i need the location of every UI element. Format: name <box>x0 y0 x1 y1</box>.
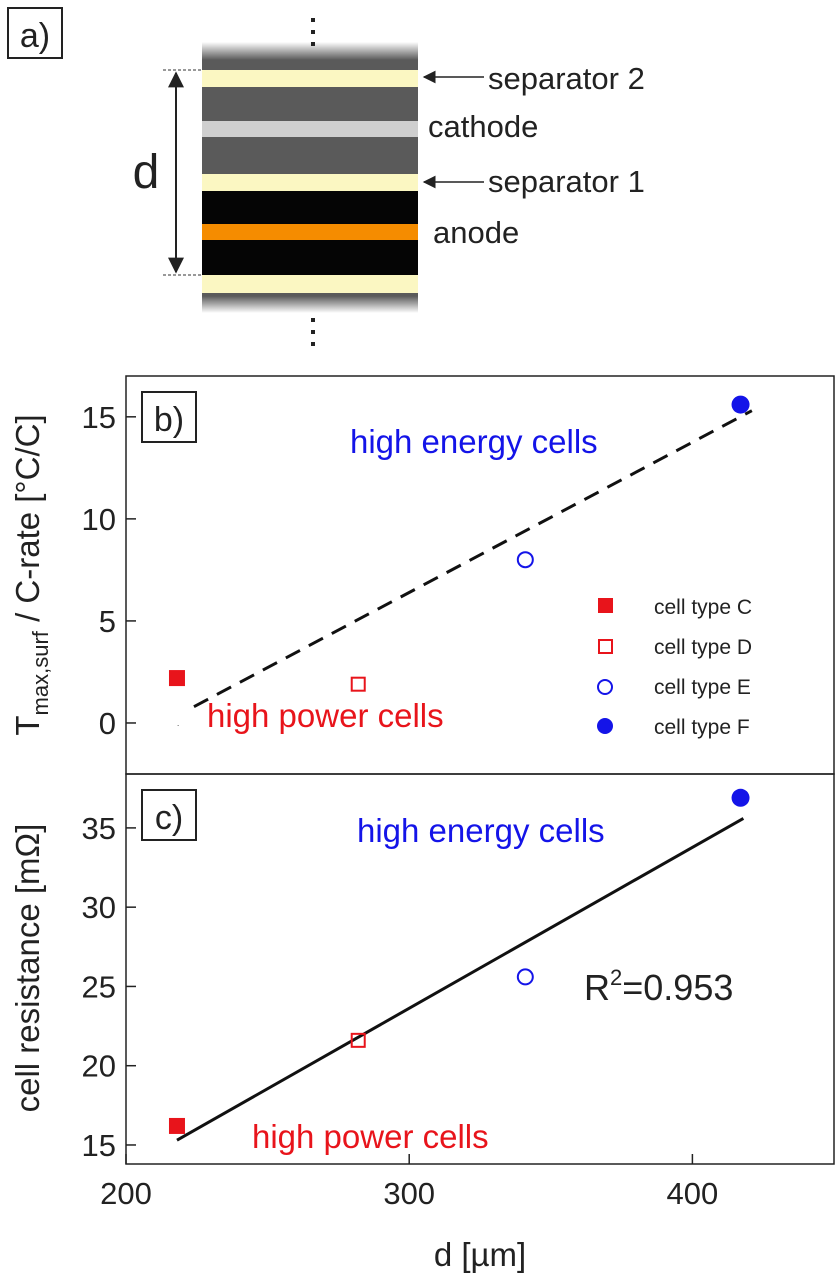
stack-fade-bottom <box>202 296 418 313</box>
separator-1-layer <box>202 174 418 191</box>
y-tick-label: 20 <box>82 1049 116 1084</box>
y-tick-label: 0 <box>99 706 116 741</box>
anode-current-collector <box>202 224 418 240</box>
panel-a: a) <box>7 7 645 346</box>
separator-1-label: separator 1 <box>488 164 645 199</box>
separator-2-label: separator 2 <box>488 61 645 96</box>
ellipsis-bottom-icon <box>311 318 315 346</box>
legend-marker-f <box>597 718 613 734</box>
y-tick-label: 15 <box>82 1128 116 1163</box>
b-ylabel-main: T <box>9 715 46 735</box>
cathode-label: cathode <box>428 109 538 144</box>
y-tick-label: 5 <box>99 604 116 639</box>
c-high-energy-annotation: high energy cells <box>357 812 605 849</box>
legend-label-d: cell type D <box>654 636 752 659</box>
panel-b-points <box>168 395 750 692</box>
panel-c-label-box <box>141 789 197 841</box>
panel-c-points <box>168 788 750 1134</box>
panel-c-x-ticks: 200 300 400 <box>100 1154 718 1211</box>
panel-b-plot: b) 0 5 10 15 high energy cells high power c… <box>9 375 835 775</box>
cathode-current-collector <box>202 121 418 137</box>
panel-a-label-box <box>7 7 63 59</box>
data-point <box>731 395 750 414</box>
b-small-dot: . <box>177 719 179 728</box>
fit-line <box>176 817 745 1142</box>
b-high-energy-annotation: high energy cells <box>350 423 598 460</box>
r-squared-annotation: R2=0.953 <box>584 965 733 1008</box>
data-point <box>168 670 185 687</box>
d-dimension-label: d <box>133 146 160 199</box>
legend-marker-d <box>598 639 613 654</box>
data-point <box>168 1117 185 1134</box>
separator-2-layer <box>202 70 418 87</box>
data-point <box>516 551 534 569</box>
legend-label-f: cell type F <box>654 716 750 739</box>
panel-b-label: b) <box>154 401 184 439</box>
legend: cell type C cell type D cell type E cell… <box>597 596 752 739</box>
x-tick-label: 400 <box>667 1176 719 1211</box>
x-tick-label: 300 <box>383 1176 435 1211</box>
panel-c-y-ticks: 15 20 25 30 35 <box>82 811 136 1163</box>
b-ylabel-sub: max,surf <box>28 630 53 715</box>
c-y-axis-label: cell resistance [mΩ] <box>9 824 46 1113</box>
r-squared-sup: 2 <box>610 965 622 990</box>
anode-coating-upper <box>202 191 418 224</box>
anode-label: anode <box>433 215 519 250</box>
panel-b-y-ticks: 0 5 10 15 <box>82 400 136 741</box>
panel-c-frame <box>125 773 835 1165</box>
r-squared-value: =0.953 <box>622 967 733 1008</box>
panel-b-fit-line <box>193 409 753 708</box>
data-point <box>350 676 366 692</box>
x-tick-label: 200 <box>100 1176 152 1211</box>
panel-c-plot: c) 15 20 25 30 35 200 300 400 high energy cell… <box>9 773 835 1273</box>
legend-label-e: cell type E <box>654 676 751 699</box>
b-y-axis-label: Tmax,surf / C-rate [°C/C] <box>9 414 53 735</box>
cathode-coating-lower <box>202 137 418 174</box>
panel-b-label-box <box>141 391 197 443</box>
separator-layer-bottom <box>202 275 418 293</box>
layer-stack <box>202 42 418 313</box>
y-tick-label: 35 <box>82 811 116 846</box>
legend-marker-c <box>598 598 613 613</box>
b-ylabel-rest: / C-rate [°C/C] <box>9 414 46 631</box>
legend-marker-e <box>597 679 613 695</box>
panel-c-label: c) <box>155 799 183 837</box>
fit-line <box>193 409 753 708</box>
legend-label-c: cell type C <box>654 596 752 619</box>
data-point <box>731 788 750 807</box>
panel-c-fit-line <box>176 817 745 1142</box>
c-x-axis-label: d [µm] <box>434 1236 526 1273</box>
anode-coating-lower <box>202 240 418 275</box>
c-high-power-annotation: high power cells <box>252 1118 489 1155</box>
b-high-power-annotation: high power cells <box>207 697 444 734</box>
stack-fade-top <box>202 42 418 60</box>
data-point <box>516 968 534 986</box>
y-tick-label: 25 <box>82 969 116 1004</box>
y-tick-label: 10 <box>82 502 116 537</box>
r-squared-main: R <box>584 967 610 1008</box>
cathode-coating-upper <box>202 87 418 121</box>
y-tick-label: 30 <box>82 890 116 925</box>
data-point <box>350 1032 366 1048</box>
y-tick-label: 15 <box>82 400 116 435</box>
panel-a-label: a) <box>20 17 50 55</box>
ellipsis-top-icon <box>311 18 315 46</box>
